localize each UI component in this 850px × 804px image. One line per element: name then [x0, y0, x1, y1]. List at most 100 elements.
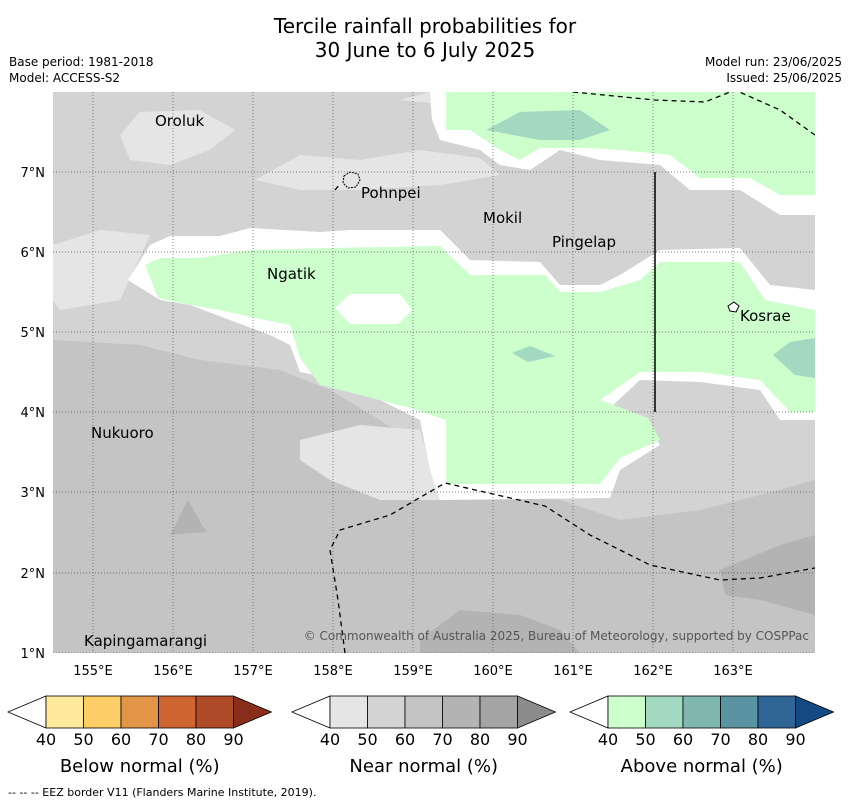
near-normal-40-north [120, 110, 235, 165]
issued-date: Issued: 25/06/2025 [726, 71, 842, 85]
colorbar-segment [120, 695, 159, 729]
colorbar-title: Near normal (%) [349, 756, 498, 777]
colorbar-tick-label: 50 [73, 730, 93, 749]
above-normal-60-north [486, 110, 610, 140]
colorbar-tick-label: 80 [186, 730, 206, 749]
near-normal-patch-east [785, 252, 808, 268]
colorbar-tick-label: 40 [36, 730, 56, 749]
near-normal-40-central [255, 150, 500, 190]
map-area [53, 92, 815, 653]
map-figure: Oroluk Pohnpei Mokil Pingelap Ngatik Kos… [6, 92, 835, 777]
model-run: Model run: 23/06/2025 [704, 55, 842, 69]
near-normal-70-east [720, 535, 815, 615]
colorbar-title: Below normal (%) [60, 756, 220, 777]
place-label-mokil: Mokil [483, 209, 522, 227]
colorbar-tick-label: 50 [357, 730, 377, 749]
colorbar-tick-label: 60 [673, 730, 693, 749]
colorbar-segment [720, 695, 759, 729]
colorbar-under-triangle [568, 695, 609, 729]
colorbar-tick-label: 40 [598, 730, 618, 749]
below-threshold-patch [335, 294, 412, 324]
y-tick: 6°N [21, 246, 46, 261]
colorbar-over-triangle [233, 695, 273, 729]
colorbar-tick-label: 90 [507, 730, 527, 749]
copyright-notice: © Commonwealth of Australia 2025, Bureau… [304, 629, 809, 643]
eez-footnote: -- -- -- EEZ border V11 (Flanders Marine… [8, 786, 317, 799]
eez-border [329, 92, 815, 653]
y-tick: 3°N [21, 486, 46, 501]
kosrae-island [727, 301, 740, 313]
map-title-line2: 30 June to 6 July 2025 [314, 38, 536, 62]
x-tick: 161°E [553, 664, 593, 679]
x-tick: 160°E [473, 664, 513, 679]
colorbar-segment [195, 695, 234, 729]
above-normal-50-central [145, 246, 815, 484]
colorbar-tick-label: 50 [635, 730, 655, 749]
model-name: Model: ACCESS-S2 [9, 71, 121, 85]
colorbar-segment [479, 695, 518, 729]
colorbar-segment [442, 695, 481, 729]
place-label-oroluk: Oroluk [155, 112, 204, 130]
place-label-kapingamarangi: Kapingamarangi [84, 632, 207, 650]
y-tick: 2°N [21, 567, 46, 582]
near-normal-40-south [300, 425, 440, 500]
place-label-nukuoro: Nukuoro [91, 424, 154, 442]
colorbar-tick-label: 80 [470, 730, 490, 749]
colorbar-segment [404, 695, 443, 729]
colorbar-segment [83, 695, 122, 729]
place-label-ngatik: Ngatik [267, 265, 316, 283]
y-axis-ticks: 7°N 6°N 5°N 4°N 3°N 2°N 1°N [21, 166, 46, 662]
colorbar-tick-label: 70 [148, 730, 168, 749]
x-tick: 156°E [153, 664, 193, 679]
near-normal-70-patch [170, 500, 206, 535]
x-axis-ticks: 155°E 156°E 157°E 158°E 159°E 160°E 161°… [73, 664, 753, 679]
colorbar-tick-label: 90 [223, 730, 243, 749]
colorbar-segment [757, 695, 796, 729]
colorbar-tick-label: 70 [710, 730, 730, 749]
colorbar-segment [329, 695, 368, 729]
near-normal-70-south [420, 610, 580, 653]
colorbar-segment [607, 695, 646, 729]
x-tick: 158°E [313, 664, 353, 679]
x-tick: 155°E [73, 664, 113, 679]
colorbar-tick-label: 70 [432, 730, 452, 749]
colorbar-over-triangle [517, 695, 557, 729]
gridlines [53, 92, 815, 653]
x-tick: 162°E [633, 664, 673, 679]
colorbar-tick-label: 60 [395, 730, 415, 749]
colorbar-under-triangle [290, 695, 331, 729]
colorbar-segment [158, 695, 197, 729]
near-normal-40-west [53, 230, 150, 310]
colorbar-tick-label: 90 [785, 730, 805, 749]
colorbar-over-triangle [795, 695, 835, 729]
x-tick: 157°E [233, 664, 273, 679]
colorbar-segment [645, 695, 684, 729]
colorbar-under-triangle [6, 695, 47, 729]
near-normal-60-south [53, 420, 815, 653]
y-tick: 7°N [21, 166, 46, 181]
place-label-pohnpei: Pohnpei [361, 184, 421, 202]
colorbar-segment [682, 695, 721, 729]
above-normal-60-east [773, 338, 815, 378]
x-tick: 159°E [393, 664, 433, 679]
colorbar-tick-label: 80 [748, 730, 768, 749]
colorbar-segment [45, 695, 84, 729]
place-label-kosrae: Kosrae [740, 307, 791, 325]
y-tick: 1°N [21, 647, 46, 662]
colorbar-2: 40 50 60 70 80 90 Near normal (%) [290, 695, 557, 777]
x-tick: 163°E [713, 664, 753, 679]
colorbar-tick-label: 40 [320, 730, 340, 749]
pohnpei-island [342, 171, 361, 189]
colorbar-title: Above normal (%) [621, 756, 783, 777]
above-normal-60-central [512, 346, 555, 362]
map-title-line1: Tercile rainfall probabilities for [273, 14, 577, 38]
y-tick: 5°N [21, 326, 46, 341]
base-period: Base period: 1981-2018 [9, 55, 154, 69]
y-tick: 4°N [21, 406, 46, 421]
colorbar-segment [367, 695, 406, 729]
colorbar-tick-label: 60 [111, 730, 131, 749]
place-label-pingelap: Pingelap [552, 233, 616, 251]
